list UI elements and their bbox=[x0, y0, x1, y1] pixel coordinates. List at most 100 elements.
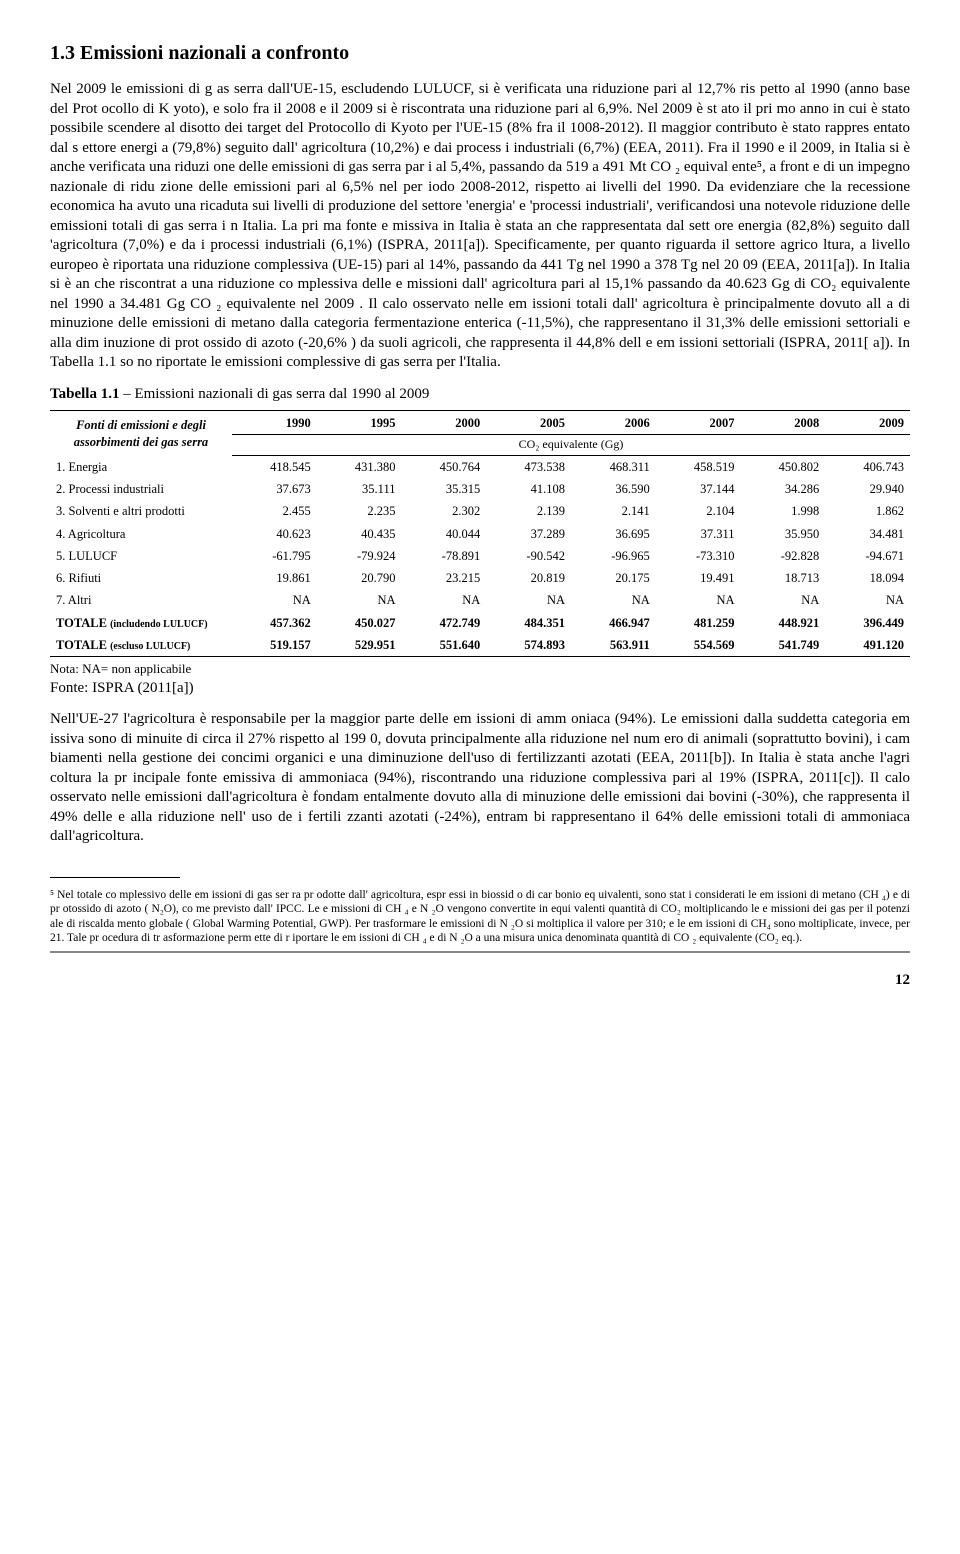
cell: 37.289 bbox=[486, 523, 571, 545]
cell: 18.713 bbox=[741, 567, 826, 589]
cell: NA bbox=[571, 589, 656, 611]
cell: 457.362 bbox=[232, 612, 317, 634]
cell: 458.519 bbox=[656, 455, 741, 478]
cell: 41.108 bbox=[486, 478, 571, 500]
cell: NA bbox=[402, 589, 487, 611]
cell: NA bbox=[656, 589, 741, 611]
emissions-table: Fonti di emissioni e degli assorbimenti … bbox=[50, 410, 910, 657]
cell: 541.749 bbox=[741, 634, 826, 657]
cell: 19.491 bbox=[656, 567, 741, 589]
cell: 450.764 bbox=[402, 455, 487, 478]
cell: 2.141 bbox=[571, 500, 656, 522]
table-note: Nota: NA= non applicabile bbox=[50, 661, 910, 678]
cell: 34.286 bbox=[741, 478, 826, 500]
cell: 491.120 bbox=[825, 634, 910, 657]
table-row: TOTALE (escluso LULUCF)519.157529.951551… bbox=[50, 634, 910, 657]
cell: NA bbox=[317, 589, 402, 611]
col-year: 1995 bbox=[317, 411, 402, 435]
cell: 29.940 bbox=[825, 478, 910, 500]
table-row: 2. Processi industriali37.67335.11135.31… bbox=[50, 478, 910, 500]
row-label: 3. Solventi e altri prodotti bbox=[50, 500, 232, 522]
footnote: ⁵ Nel totale co mplessivo delle em issio… bbox=[50, 888, 910, 946]
cell: NA bbox=[486, 589, 571, 611]
cell: 40.435 bbox=[317, 523, 402, 545]
table-row: TOTALE (includendo LULUCF)457.362450.027… bbox=[50, 612, 910, 634]
row-label: 4. Agricoltura bbox=[50, 523, 232, 545]
col-year: 2000 bbox=[402, 411, 487, 435]
table-row: 3. Solventi e altri prodotti2.4552.2352.… bbox=[50, 500, 910, 522]
cell: 1.862 bbox=[825, 500, 910, 522]
cell: NA bbox=[232, 589, 317, 611]
cell: NA bbox=[741, 589, 826, 611]
row-header-label: Fonti di emissioni e degli assorbimenti … bbox=[50, 411, 232, 456]
col-year: 2005 bbox=[486, 411, 571, 435]
cell: -78.891 bbox=[402, 545, 487, 567]
col-year: 2008 bbox=[741, 411, 826, 435]
cell: 2.104 bbox=[656, 500, 741, 522]
table-source: Fonte: ISPRA (2011[a]) bbox=[50, 679, 910, 699]
cell: 484.351 bbox=[486, 612, 571, 634]
row-label: 6. Rifiuti bbox=[50, 567, 232, 589]
cell: 18.094 bbox=[825, 567, 910, 589]
cell: 2.235 bbox=[317, 500, 402, 522]
cell: 466.947 bbox=[571, 612, 656, 634]
cell: 431.380 bbox=[317, 455, 402, 478]
row-label: 1. Energia bbox=[50, 455, 232, 478]
table-row: 1. Energia418.545431.380450.764473.53846… bbox=[50, 455, 910, 478]
cell: 574.893 bbox=[486, 634, 571, 657]
cell: 20.175 bbox=[571, 567, 656, 589]
cell: 36.590 bbox=[571, 478, 656, 500]
cell: 450.802 bbox=[741, 455, 826, 478]
cell: 481.259 bbox=[656, 612, 741, 634]
table-title-bold: Tabella 1.1 bbox=[50, 386, 119, 402]
cell: NA bbox=[825, 589, 910, 611]
cell: 37.673 bbox=[232, 478, 317, 500]
cell: 473.538 bbox=[486, 455, 571, 478]
col-year: 2007 bbox=[656, 411, 741, 435]
cell: 35.950 bbox=[741, 523, 826, 545]
cell: -73.310 bbox=[656, 545, 741, 567]
cell: 23.215 bbox=[402, 567, 487, 589]
row-label: 7. Altri bbox=[50, 589, 232, 611]
cell: 468.311 bbox=[571, 455, 656, 478]
cell: -90.542 bbox=[486, 545, 571, 567]
col-year: 1990 bbox=[232, 411, 317, 435]
section-heading: 1.3 Emissioni nazionali a confronto bbox=[50, 40, 910, 66]
table-heading: Tabella 1.1 – Emissioni nazionali di gas… bbox=[50, 385, 910, 405]
units-label: CO₂ equivalente (Gg) bbox=[232, 435, 910, 456]
table-header-row: Fonti di emissioni e degli assorbimenti … bbox=[50, 411, 910, 435]
paragraph-2: Nell'UE-27 l'agricoltura è responsabile … bbox=[50, 710, 910, 847]
cell: -92.828 bbox=[741, 545, 826, 567]
col-year: 2006 bbox=[571, 411, 656, 435]
row-label: 2. Processi industriali bbox=[50, 478, 232, 500]
cell: 2.302 bbox=[402, 500, 487, 522]
cell: 40.623 bbox=[232, 523, 317, 545]
cell: 563.911 bbox=[571, 634, 656, 657]
cell: 448.921 bbox=[741, 612, 826, 634]
cell: 37.311 bbox=[656, 523, 741, 545]
cell: 2.139 bbox=[486, 500, 571, 522]
row-label: TOTALE (includendo LULUCF) bbox=[50, 612, 232, 634]
cell: 554.569 bbox=[656, 634, 741, 657]
cell: 19.861 bbox=[232, 567, 317, 589]
cell: 20.819 bbox=[486, 567, 571, 589]
cell: 396.449 bbox=[825, 612, 910, 634]
cell: 2.455 bbox=[232, 500, 317, 522]
cell: 35.111 bbox=[317, 478, 402, 500]
cell: 36.695 bbox=[571, 523, 656, 545]
cell: 551.640 bbox=[402, 634, 487, 657]
cell: 35.315 bbox=[402, 478, 487, 500]
footnote-rule bbox=[50, 877, 180, 878]
page-rule bbox=[50, 951, 910, 953]
page-number: 12 bbox=[50, 971, 910, 991]
cell: 450.027 bbox=[317, 612, 402, 634]
paragraph-1: Nel 2009 le emissioni di g as serra dall… bbox=[50, 80, 910, 373]
cell: 20.790 bbox=[317, 567, 402, 589]
table-row: 5. LULUCF-61.795-79.924-78.891-90.542-96… bbox=[50, 545, 910, 567]
col-year: 2009 bbox=[825, 411, 910, 435]
table-title-rest: Emissioni nazionali di gas serra dal 199… bbox=[134, 386, 429, 402]
cell: 472.749 bbox=[402, 612, 487, 634]
cell: 406.743 bbox=[825, 455, 910, 478]
table-row: 6. Rifiuti19.86120.79023.21520.81920.175… bbox=[50, 567, 910, 589]
row-label: TOTALE (escluso LULUCF) bbox=[50, 634, 232, 657]
